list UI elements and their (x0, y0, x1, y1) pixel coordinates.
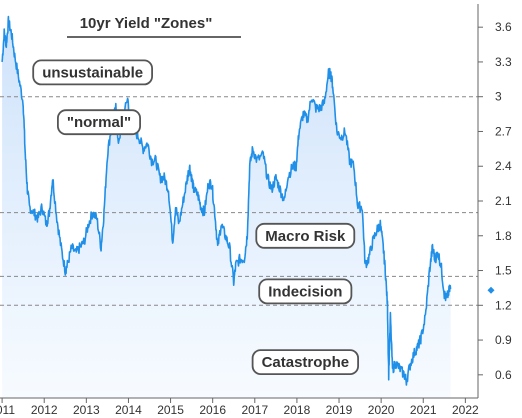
x-tick-label: 2011 (0, 403, 15, 417)
zone-label-box (57, 109, 141, 136)
y-tick-label: 3 (495, 90, 502, 104)
y-tick-label: 1.8 (495, 229, 512, 243)
y-tick-label: 0.6 (495, 368, 512, 382)
y-tick-label: 2.7 (495, 124, 512, 138)
line-layer (1, 15, 452, 386)
zone-label-4: Catastrophe (251, 349, 360, 376)
x-tick-label: 2015 (157, 403, 184, 417)
x-tick-label: 2016 (199, 403, 226, 417)
zone-label-box (251, 349, 360, 376)
x-tick-label: 2013 (73, 403, 100, 417)
x-tick-label: 2019 (326, 403, 353, 417)
zone-label-0: unsustainable (32, 59, 154, 86)
y-tick-label: 2.1 (495, 194, 512, 208)
zone-label-box (32, 59, 154, 86)
y-tick-label: 0.9 (495, 333, 512, 347)
x-tick-label: 2017 (241, 403, 268, 417)
zone-label-box (258, 278, 353, 305)
zone-label-text: Indecision (268, 283, 342, 300)
y-tick-label: 3.6 (495, 20, 512, 34)
threshold-lines (0, 96, 478, 306)
y-tick-label: 2.4 (495, 159, 512, 173)
y-tick-label: 1.2 (495, 298, 512, 312)
zone-label-3: Indecision (258, 278, 353, 305)
zone-label-2: Macro Risk (255, 222, 356, 249)
y-tick-label: 3.3 (495, 55, 512, 69)
x-tick-label: 2012 (31, 403, 58, 417)
x-tick-label: 2021 (410, 403, 437, 417)
x-tick-label: 2018 (284, 403, 311, 417)
y-tick-label: 1.5 (495, 264, 512, 278)
zone-label-1: "normal" (57, 109, 141, 136)
zone-label-text: "normal" (67, 114, 131, 131)
zone-label-text: unsustainable (42, 64, 143, 81)
axes: 3.6 3.3 3 2.7 2.4 2.1 1.8 1.5 1.2 0.9 0.6 2011 2012 2… (0, 4, 512, 417)
last-value-marker (487, 286, 495, 294)
zone-labels: unsustainable "normal" Macro Risk Indecisio… (32, 59, 360, 376)
zone-label-box (255, 222, 356, 249)
x-tick-label: 2014 (115, 403, 142, 417)
x-tick-label: 2020 (368, 403, 395, 417)
zone-label-text: Macro Risk (265, 228, 346, 245)
chart-title: 10yr Yield "Zones" (80, 15, 213, 32)
x-tick-label: 2022 (452, 403, 479, 417)
zone-label-text: Catastrophe (262, 354, 350, 371)
yield-series-line (1, 15, 452, 386)
title-group: 10yr Yield "Zones" (67, 15, 241, 38)
